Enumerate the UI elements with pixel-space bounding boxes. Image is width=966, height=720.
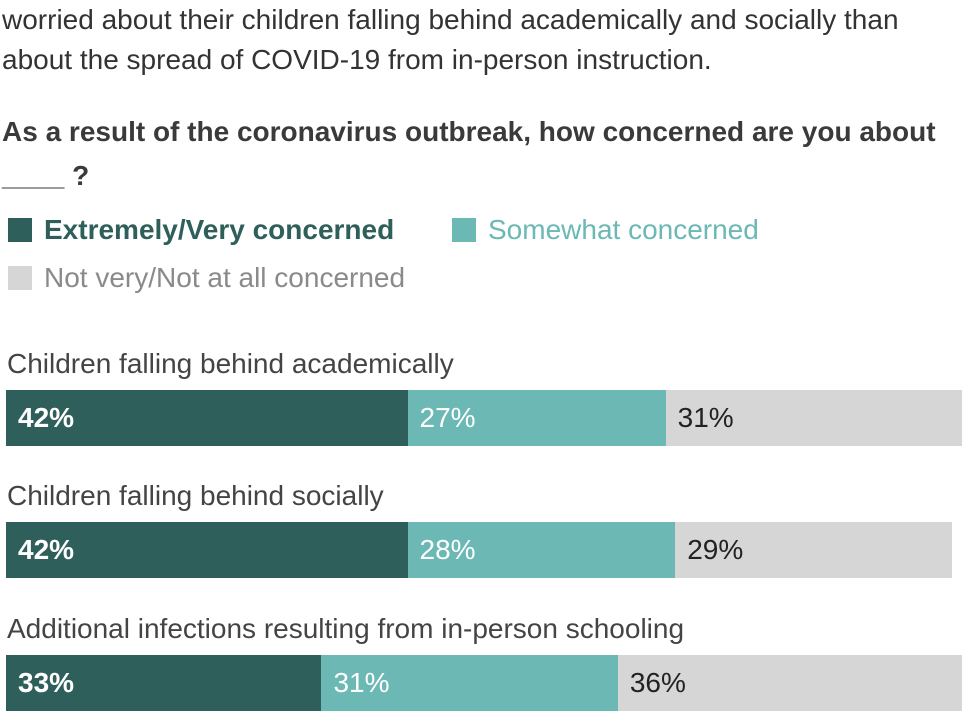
category-label: Children falling behind socially: [7, 480, 384, 511]
data-label: 31%: [677, 402, 734, 433]
bar-segment: 36%: [617, 655, 962, 711]
legend-label: Not very/Not at all concerned: [44, 262, 406, 293]
legend-item-2: Somewhat concerned: [452, 212, 759, 248]
bar-segment: 28%: [407, 522, 676, 578]
bar-segment: 27%: [407, 390, 666, 446]
bar-segment: 31%: [321, 655, 618, 711]
legend-label: Extremely/Very concerned: [44, 214, 395, 245]
bar-segment: 42%: [6, 522, 408, 578]
legend-label: Somewhat concerned: [488, 214, 759, 245]
bar-segment: 42%: [6, 390, 408, 446]
bar-segment: 33%: [6, 655, 322, 711]
data-label: 31%: [333, 667, 390, 698]
data-label: 27%: [419, 402, 476, 433]
bar-segment: 29%: [675, 522, 953, 578]
data-label: 29%: [687, 534, 744, 565]
category-label: Additional infections resulting from in-…: [7, 613, 685, 644]
stacked-bar: 33% 31% 36%: [6, 655, 962, 711]
bar-segment: 31%: [665, 390, 962, 446]
legend-swatch: [8, 218, 32, 242]
data-label: 36%: [629, 667, 686, 698]
category-label: Children falling behind academically: [7, 348, 454, 379]
legend-swatch: [452, 218, 476, 242]
data-label: 33%: [18, 667, 75, 698]
data-label: 28%: [419, 534, 476, 565]
stacked-bar: 42% 27% 31%: [6, 390, 962, 446]
chart-question: As a result of the coronavirus outbreak,…: [2, 116, 936, 191]
legend-item-3: Not very/Not at all concerned: [8, 260, 405, 296]
legend-item-1: Extremely/Very concerned: [8, 212, 394, 248]
data-label: 42%: [18, 534, 75, 565]
stacked-bar: 42% 28% 29%: [6, 522, 962, 578]
intro-text: worried about their children falling beh…: [2, 4, 899, 75]
legend-swatch: [8, 266, 32, 290]
data-label: 42%: [18, 402, 75, 433]
